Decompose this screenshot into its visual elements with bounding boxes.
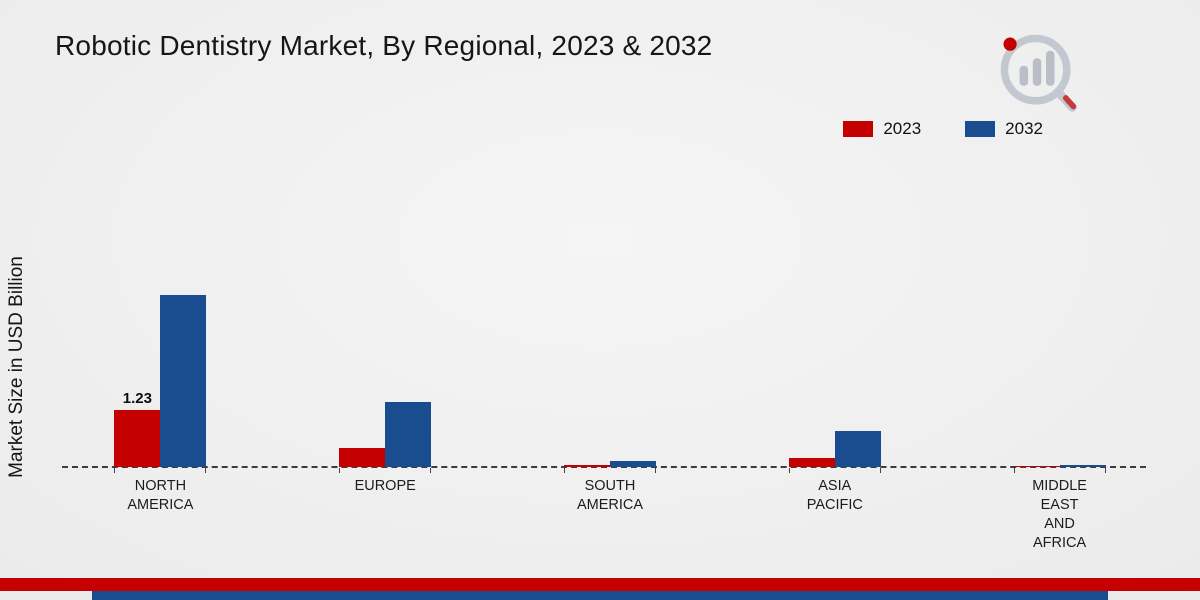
x-axis-category-label: NORTH AMERICA: [127, 478, 194, 513]
bar-2023: [788, 457, 835, 467]
bar-group-asia-pacific: ASIA PACIFIC: [722, 95, 947, 513]
bar-2032: [609, 461, 656, 467]
x-axis-category-label: EUROPE: [354, 478, 416, 494]
bar-2023: [1013, 465, 1060, 467]
bar-pair: [1013, 464, 1106, 475]
bar-2023: 1.23: [114, 390, 161, 467]
bar-pair: [563, 461, 656, 473]
bar-group-europe: EUROPE: [273, 95, 498, 494]
x-axis-category-label: ASIA PACIFIC: [806, 478, 863, 513]
bar-pair: [788, 431, 881, 473]
x-axis-category-label: SOUTH AMERICA: [576, 478, 644, 513]
market-research-future-logo: [1000, 34, 1077, 112]
bar-value-label: 1.23: [122, 389, 152, 407]
x-axis-baseline: [62, 466, 1146, 468]
plot-area: 1.23 NORTH AMERICA EUROPE SOUTH AMERICA ASIA PA…: [48, 95, 1172, 551]
bar-pair: [339, 401, 432, 474]
bar-2023: [563, 464, 610, 467]
legend-swatch-2032: [965, 121, 996, 137]
footer-red-band: [0, 578, 1200, 591]
legend-swatch-2023: [843, 121, 874, 137]
legend-label-2032: 2032: [1005, 119, 1043, 138]
bar-2032: [834, 431, 881, 467]
legend-label-2023: 2023: [883, 119, 922, 138]
bar-group-south-america: SOUTH AMERICA: [498, 95, 723, 513]
bar-2023: [339, 447, 386, 467]
legend-item-2023: 2023: [843, 119, 921, 139]
bar-group-north-america: 1.23 NORTH AMERICA: [48, 95, 273, 513]
bar-group-middle-east-and-africa: MIDDLE EAST AND AFRICA: [947, 95, 1172, 551]
bar-2032: [1059, 464, 1106, 467]
bar-pair: 1.23: [114, 294, 207, 474]
bar-2032: [385, 401, 432, 467]
chart-title: Robotic Dentistry Market, By Regional, 2…: [55, 30, 713, 61]
bar-2032: [160, 294, 207, 467]
y-axis-label: Market Size in USD Billion: [6, 256, 27, 478]
x-axis-category-label: MIDDLE EAST AND AFRICA: [1032, 478, 1087, 551]
legend: 2023 2032: [843, 119, 1043, 139]
footer-blue-band: [92, 591, 1108, 600]
legend-item-2032: 2032: [965, 119, 1043, 139]
